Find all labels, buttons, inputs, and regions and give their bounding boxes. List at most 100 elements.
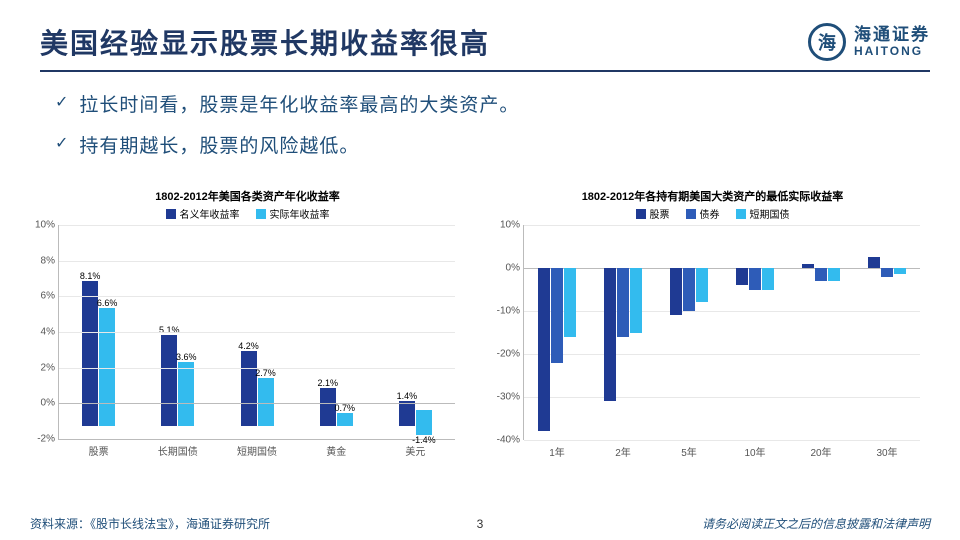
bar [894,268,906,274]
bullet-item: ✓ 持有期越长，股票的风险越低。 [55,131,920,158]
x-axis-label: 2年 [590,444,656,459]
value-label: 2.1% [317,378,338,388]
y-axis-label: 6% [41,291,59,302]
legend-item: 实际年收益率 [256,206,330,221]
bar: 3.6% [178,362,194,426]
bullet-text: 拉长时间看，股票是年化收益率最高的大类资产。 [79,90,519,117]
logo-text-en: HAITONG [854,45,930,58]
disclaimer-text: 请务必阅读正文之后的信息披露和法律声明 [702,515,930,532]
value-label: 2.7% [255,368,276,378]
legend-swatch [636,209,646,219]
y-axis-label: -10% [497,306,524,317]
chart-plot: 股票8.1%6.6%长期国债5.1%3.6%短期国债4.2%2.7%黄金2.1%… [58,225,455,440]
value-label: 3.6% [176,352,197,362]
value-label: 4.2% [238,341,259,351]
y-axis-label: -30% [497,392,524,403]
bullet-text: 持有期越长，股票的风险越低。 [79,131,359,158]
legend-label: 股票 [650,206,670,221]
legend-item: 短期国债 [736,206,790,221]
bar: 4.2% [241,351,257,426]
legend-item: 债券 [686,206,720,221]
bar: 0.7% [337,413,353,425]
x-axis-label: 长期国债 [158,443,198,458]
bar-group [524,268,590,440]
x-axis-label: 短期国债 [237,443,277,458]
value-label: -1.4% [412,435,436,445]
y-axis-label: 2% [41,362,59,373]
value-label: 1.4% [397,391,418,401]
bar [696,268,708,302]
legend-item: 名义年收益率 [166,206,240,221]
x-axis-label: 1年 [524,444,590,459]
legend-swatch [686,209,696,219]
value-label: 6.6% [97,298,118,308]
source-text: 资料来源：《股市长线法宝》，海通证券研究所 [30,515,270,532]
legend-swatch [736,209,746,219]
legend-item: 股票 [636,206,670,221]
brand-logo: 海 海通证券 HAITONG [808,23,930,61]
y-axis-label: 4% [41,327,59,338]
bar-group [656,268,722,440]
y-axis-label: 8% [41,255,59,266]
bar [630,268,642,333]
logo-text-cn: 海通证券 [854,26,930,45]
x-axis-label: 30年 [854,444,920,459]
bar-group [788,268,854,440]
x-axis-label: 黄金 [326,443,346,458]
bar [802,264,814,268]
bar [749,268,761,290]
legend-swatch [166,209,176,219]
chart-title: 1802-2012年各持有期美国大类资产的最低实际收益率 [495,188,930,204]
bar [868,257,880,268]
bar-group [854,268,920,440]
legend-label: 债券 [700,206,720,221]
bar [828,268,840,281]
bar [683,268,695,311]
bar-group [590,268,656,440]
logo-icon: 海 [808,23,846,61]
legend-label: 实际年收益率 [270,206,330,221]
legend-label: 名义年收益率 [180,206,240,221]
x-axis-label: 美元 [405,443,425,458]
bar [670,268,682,315]
y-axis-label: -2% [37,434,59,445]
value-label: 8.1% [80,271,101,281]
bar: 2.1% [320,388,336,425]
bar [564,268,576,337]
bullet-list: ✓ 拉长时间看，股票是年化收益率最高的大类资产。 ✓ 持有期越长，股票的风险越低。 [0,72,960,182]
bar: 5.1% [161,335,177,426]
chart-plot: -40%-30%-20%-10%0%10%1年2年5年10年20年30年 [523,225,920,440]
bar [815,268,827,281]
x-axis-label: 10年 [722,444,788,459]
bar [736,268,748,285]
bar-group [722,268,788,440]
bar: -1.4% [416,410,432,435]
chart-right: 1802-2012年各持有期美国大类资产的最低实际收益率 股票 债券 短期国债 -4… [495,182,930,472]
bar [604,268,616,401]
check-icon: ✓ [55,92,69,112]
y-axis-label: 10% [500,220,524,231]
bar [538,268,550,431]
y-axis-label: 10% [35,220,59,231]
check-icon: ✓ [55,133,69,153]
bar [617,268,629,337]
x-axis-label: 5年 [656,444,722,459]
chart-legend: 股票 债券 短期国债 [495,206,930,221]
chart-title: 1802-2012年美国各类资产年化收益率 [30,188,465,204]
legend-swatch [256,209,266,219]
chart-left: 1802-2012年美国各类资产年化收益率 名义年收益率 实际年收益率 股票 8.1… [30,182,465,472]
bullet-item: ✓ 拉长时间看，股票是年化收益率最高的大类资产。 [55,90,920,117]
chart-legend: 名义年收益率 实际年收益率 [30,206,465,221]
y-axis-label: 0% [41,398,59,409]
bar [881,268,893,277]
x-axis-label: 股票 [89,443,109,458]
y-axis-label: 0% [506,263,524,274]
y-axis-label: -40% [497,435,524,446]
bar: 1.4% [399,401,415,426]
y-axis-label: -20% [497,349,524,360]
value-label: 5.1% [159,325,180,335]
bar [762,268,774,290]
bar: 2.7% [258,378,274,426]
value-label: 0.7% [334,403,355,413]
x-axis-label: 20年 [788,444,854,459]
